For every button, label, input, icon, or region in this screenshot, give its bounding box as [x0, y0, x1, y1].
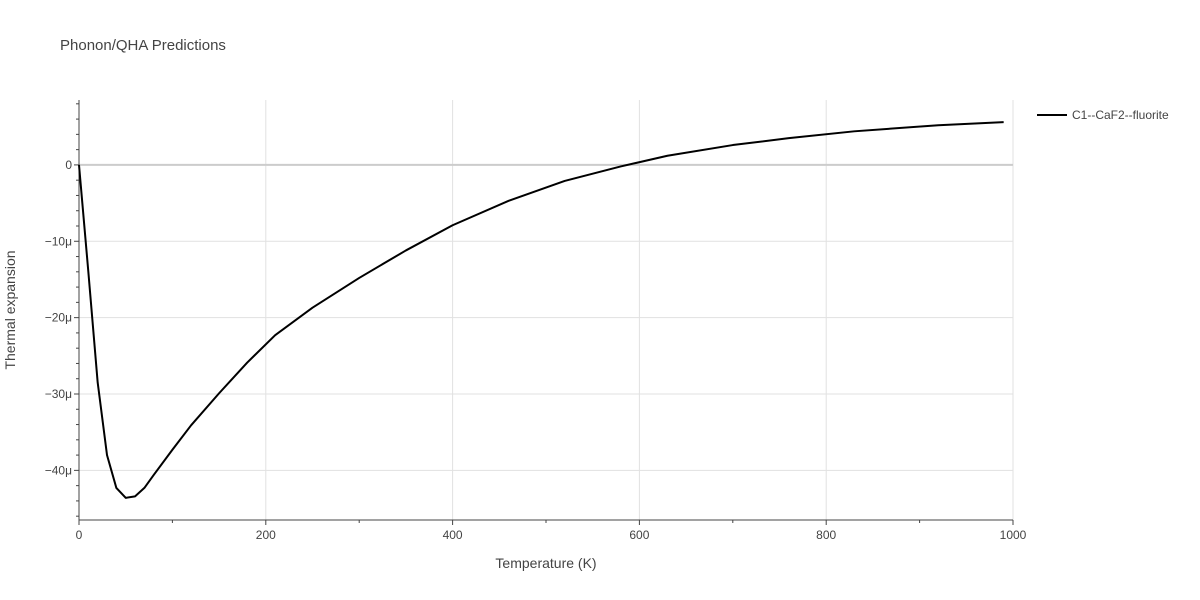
axes: [78, 100, 1013, 521]
legend[interactable]: C1--CaF2--fluorite: [1037, 108, 1169, 122]
y-tick-label: −30μ: [45, 387, 72, 401]
x-tick-label: 400: [443, 528, 463, 542]
series-line: [78, 121, 1004, 499]
tick-marks: [74, 103, 1014, 525]
x-tick-label: 200: [256, 528, 276, 542]
chart-title: Phonon/QHA Predictions: [60, 37, 226, 54]
x-axis-title: Temperature (K): [495, 555, 596, 571]
y-tick-label: −40μ: [45, 463, 72, 477]
x-tick-label: 600: [629, 528, 649, 542]
grid: [79, 100, 1014, 520]
x-tick-label: 1000: [1000, 528, 1027, 542]
legend-label: C1--CaF2--fluorite: [1072, 108, 1169, 122]
y-tick-label: 0: [65, 158, 72, 172]
y-tick-label: −10μ: [45, 234, 72, 248]
x-tick-label: 0: [76, 528, 83, 542]
tick-labels: 0 200 400 600 800 1000 0 −10μ −20μ −30μ −40μ: [45, 158, 1027, 542]
y-tick-label: −20μ: [45, 311, 72, 325]
x-tick-label: 800: [816, 528, 836, 542]
series-group: [78, 121, 1004, 499]
y-axis-title: Thermal expansion: [2, 250, 18, 369]
